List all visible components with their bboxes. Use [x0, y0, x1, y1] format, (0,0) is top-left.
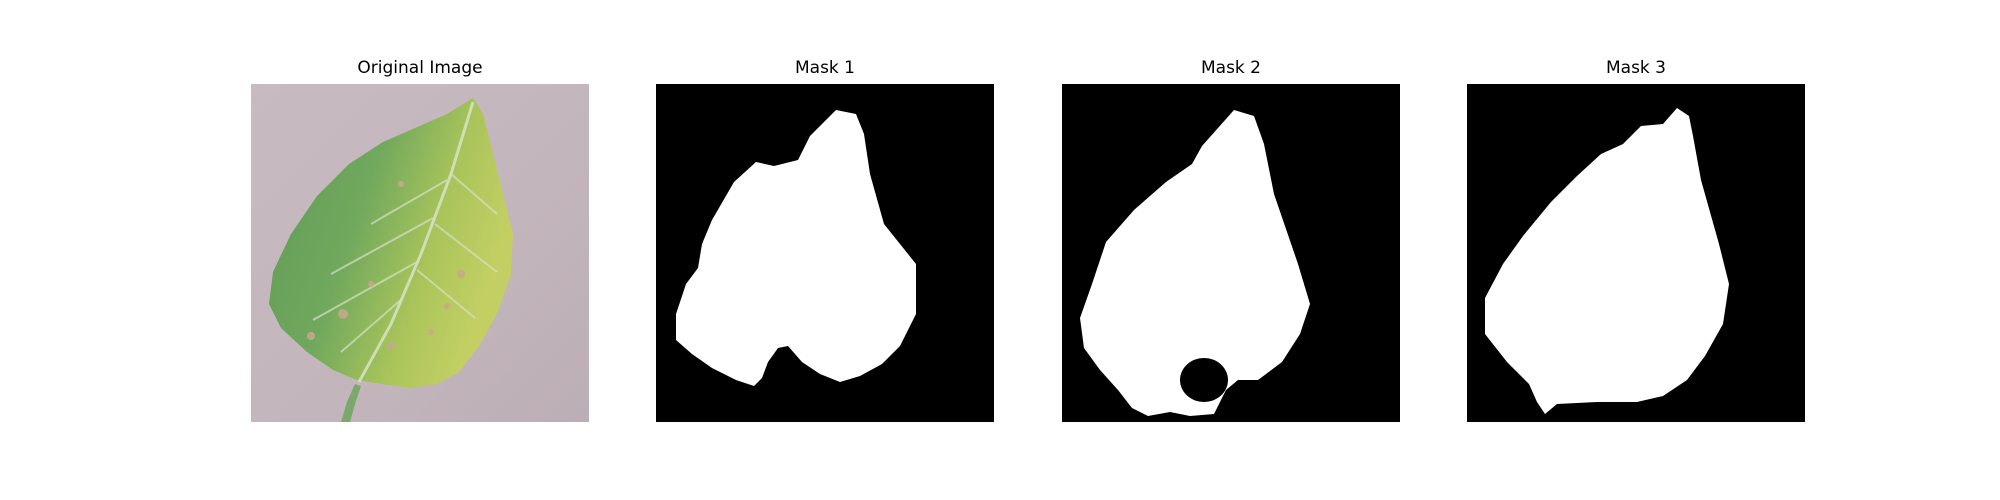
mask-1-panel	[656, 84, 994, 422]
mask-2-panel	[1062, 84, 1400, 422]
mask-1-image	[656, 84, 994, 422]
leaf-stem	[341, 384, 361, 422]
mask-1-region	[676, 110, 916, 386]
mask-3-title: Mask 3	[1605, 58, 1666, 78]
mask-3-image	[1467, 84, 1805, 422]
original-image-panel	[251, 84, 589, 422]
mask-3-panel	[1467, 84, 1805, 422]
mask-2-hole	[1180, 358, 1228, 402]
leaf-spots	[307, 181, 465, 350]
mask-3-region	[1485, 108, 1729, 414]
leaf-veins	[312, 173, 498, 353]
mask-2-title: Mask 2	[1200, 58, 1261, 78]
mask-2-region	[1080, 110, 1310, 416]
original-image-title: Original Image	[357, 58, 483, 78]
leaf-midrib	[357, 101, 475, 383]
leaf-photo	[251, 84, 589, 422]
mask-1-title: Mask 1	[794, 58, 855, 78]
mask-2-image	[1062, 84, 1400, 422]
